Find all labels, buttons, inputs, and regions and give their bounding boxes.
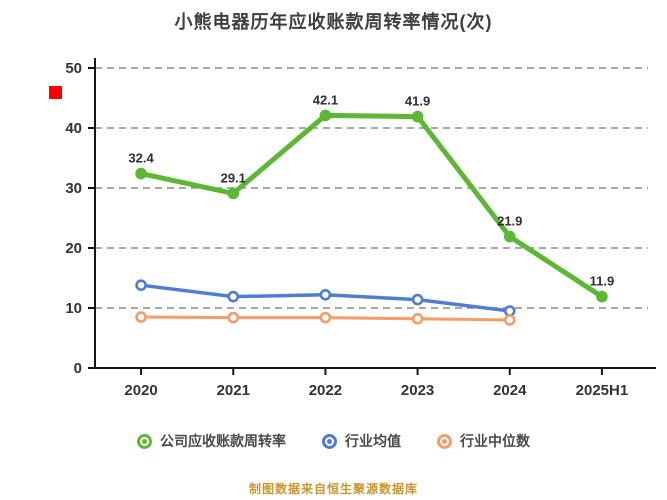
legend-item-industry-mean[interactable]: 行业均值 [322, 431, 401, 451]
chart-title: 小熊电器历年应收账款周转率情况(次) [174, 12, 493, 32]
svg-text:20: 20 [65, 240, 82, 257]
legend-company-turnover-icon [137, 433, 152, 449]
svg-text:10: 10 [65, 300, 82, 317]
svg-text:11.9: 11.9 [590, 274, 615, 289]
svg-text:32.4: 32.4 [128, 151, 154, 166]
data-source-note: 制图数据来自恒生聚源数据库 [248, 482, 418, 496]
svg-text:50: 50 [65, 60, 82, 77]
svg-text:0: 0 [74, 360, 82, 377]
svg-text:29.1: 29.1 [221, 170, 246, 185]
svg-text:2021: 2021 [217, 382, 250, 399]
legend-item-industry-median[interactable]: 行业中位数 [437, 431, 530, 451]
legend-industry-median-label: 行业中位数 [460, 433, 530, 449]
svg-text:42.1: 42.1 [313, 92, 338, 107]
svg-text:2023: 2023 [401, 382, 434, 399]
chart-canvas: 0 10 20 30 40 50 2020 2021 2022 2023 2024 2025H1 32.… [65, 58, 656, 399]
svg-text:30: 30 [65, 180, 82, 197]
svg-text:21.9: 21.9 [497, 214, 522, 229]
svg-text:2024: 2024 [493, 382, 527, 399]
svg-text:2020: 2020 [124, 382, 157, 399]
legend-industry-mean-icon [322, 433, 337, 449]
legend-industry-median-icon [437, 433, 452, 449]
legend-item-company-turnover[interactable]: 公司应收账款周转率 [137, 431, 286, 451]
legend-company-turnover-label: 公司应收账款周转率 [160, 433, 286, 449]
svg-text:41.9: 41.9 [405, 94, 430, 109]
legend-industry-mean-label: 行业均值 [345, 433, 401, 449]
svg-text:2022: 2022 [309, 382, 342, 399]
red-square-marker [49, 86, 62, 99]
svg-text:2025H1: 2025H1 [576, 382, 629, 399]
chart-legend: 公司应收账款周转率 行业均值 行业中位数 [0, 431, 667, 451]
svg-text:40: 40 [65, 120, 82, 137]
